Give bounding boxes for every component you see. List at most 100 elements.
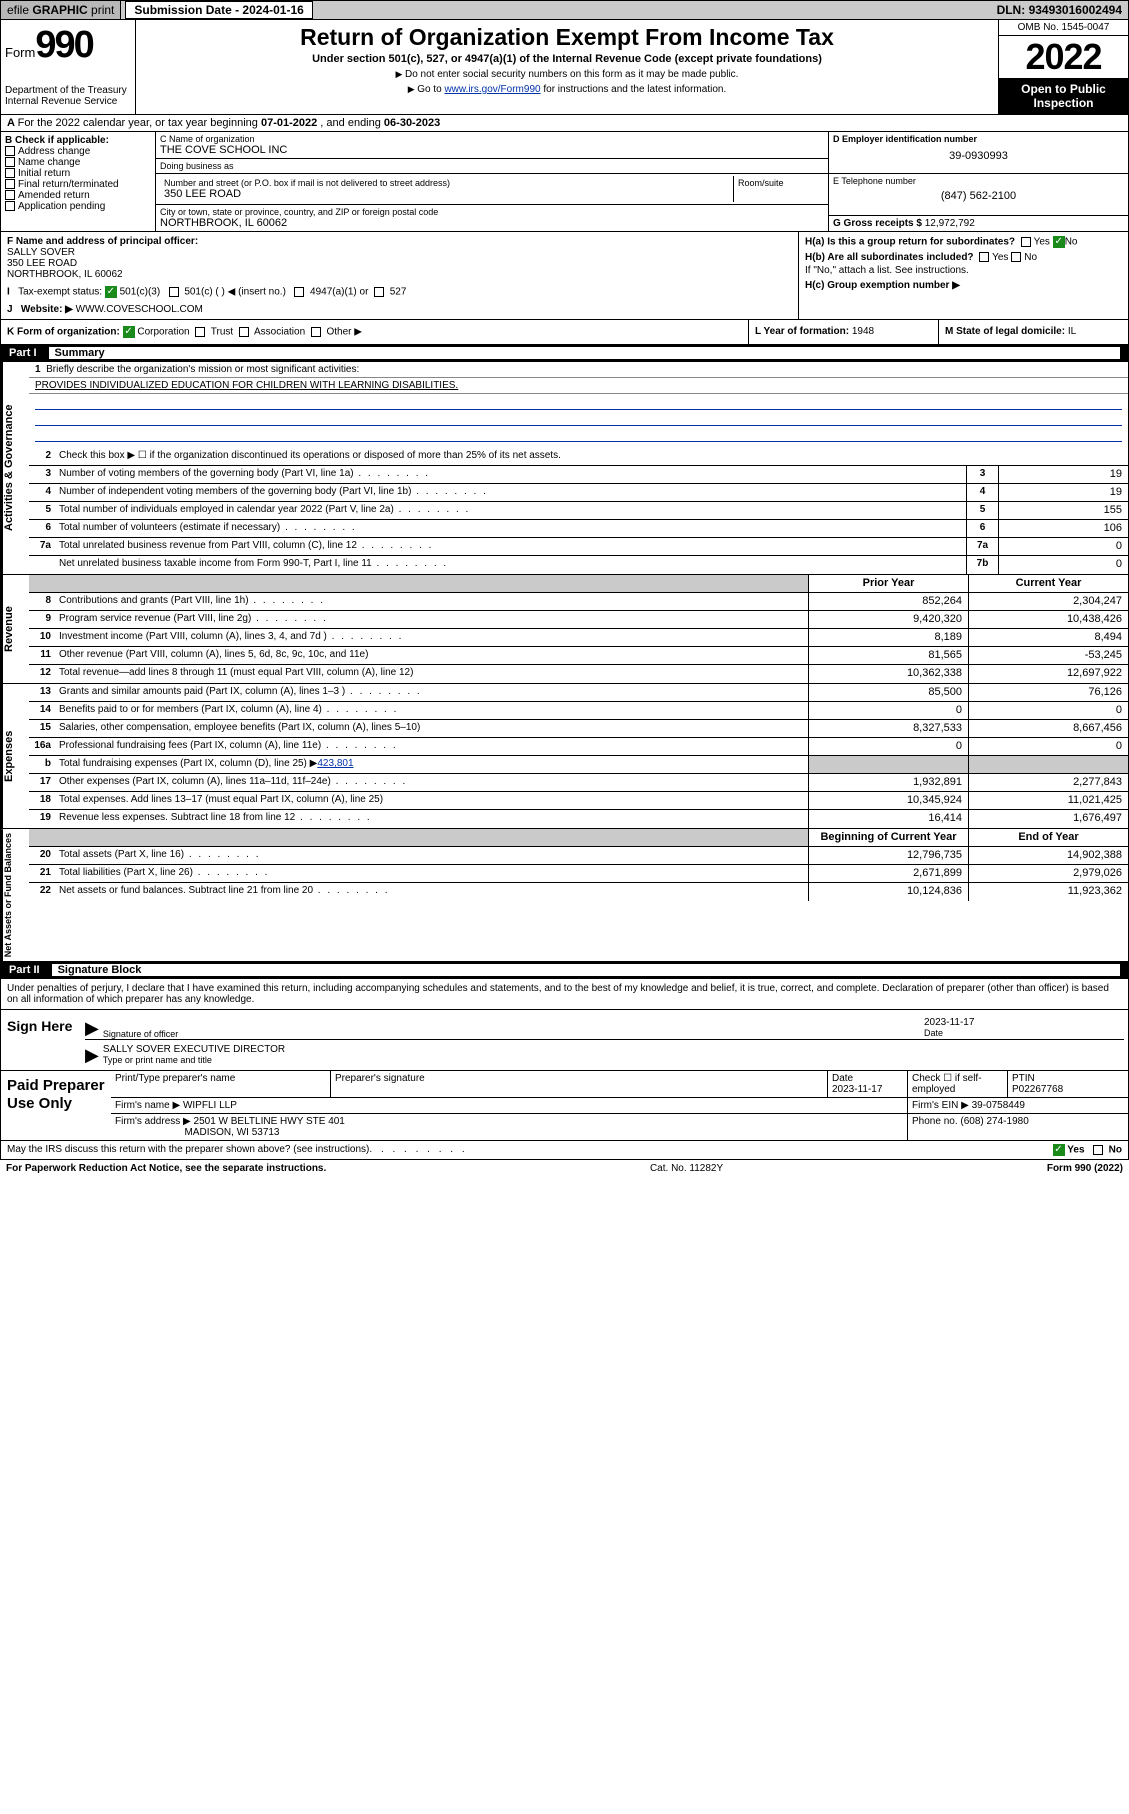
- phone: (847) 562-2100: [833, 190, 1124, 202]
- c16a: 0: [968, 738, 1128, 755]
- mission-text: PROVIDES INDIVIDUALIZED EDUCATION FOR CH…: [29, 378, 1128, 394]
- dln: DLN: 93493016002494: [997, 3, 1128, 17]
- p12: 10,362,338: [808, 665, 968, 683]
- c21: 2,979,026: [968, 865, 1128, 882]
- firm-phone: (608) 274-1980: [960, 1116, 1028, 1127]
- irs-link[interactable]: www.irs.gov/Form990: [444, 84, 540, 95]
- chk-final[interactable]: [5, 179, 15, 189]
- chk-trust[interactable]: [195, 327, 205, 337]
- form-header: Form990 Department of the Treasury Inter…: [0, 20, 1129, 115]
- chk-hb-yes[interactable]: [979, 252, 989, 262]
- part2-header: Part II Signature Block: [0, 962, 1129, 979]
- ptin: P02267768: [1012, 1084, 1063, 1095]
- officer-name: SALLY SOVER EXECUTIVE DIRECTOR: [103, 1044, 285, 1055]
- form-subtitle: Under section 501(c), 527, or 4947(a)(1)…: [142, 53, 992, 65]
- v6: 106: [998, 520, 1128, 537]
- sig-date: 2023-11-17: [924, 1017, 974, 1028]
- form-ref: Form 990 (2022): [1047, 1163, 1123, 1174]
- efile-label: efile GRAPHIC print: [1, 1, 121, 19]
- box-c: C Name of organization THE COVE SCHOOL I…: [156, 132, 828, 231]
- chk-501c[interactable]: [169, 287, 179, 297]
- bottom-row: For Paperwork Reduction Act Notice, see …: [0, 1160, 1129, 1177]
- chk-discuss-no[interactable]: [1093, 1145, 1103, 1155]
- c12: 12,697,922: [968, 665, 1128, 683]
- c11: -53,245: [968, 647, 1128, 664]
- row-klm: K Form of organization: Corporation Trus…: [0, 320, 1129, 345]
- fundraising-total: 423,801: [317, 758, 353, 769]
- chk-initial[interactable]: [5, 168, 15, 178]
- section-netassets: Net Assets or Fund Balances Beginning of…: [0, 829, 1129, 962]
- firm-addr2: MADISON, WI 53713: [184, 1127, 279, 1138]
- box-m: M State of legal domicile: IL: [938, 320, 1128, 344]
- street: 350 LEE ROAD: [164, 188, 729, 200]
- section-expenses: Expenses 13Grants and similar amounts pa…: [0, 684, 1129, 829]
- vtab-revenue: Revenue: [1, 575, 29, 683]
- c9: 10,438,426: [968, 611, 1128, 628]
- chk-discuss-yes: [1053, 1144, 1065, 1156]
- chk-name[interactable]: [5, 157, 15, 167]
- omb-number: OMB No. 1545-0047: [999, 20, 1128, 36]
- department: Department of the Treasury Internal Reve…: [5, 85, 131, 107]
- chk-501c3: [105, 286, 117, 298]
- p15: 8,327,533: [808, 720, 968, 737]
- sign-here-block: Sign Here ▶ Signature of officer 2023-11…: [0, 1010, 1129, 1071]
- v7a: 0: [998, 538, 1128, 555]
- v4: 19: [998, 484, 1128, 501]
- c14: 0: [968, 702, 1128, 719]
- chk-4947[interactable]: [294, 287, 304, 297]
- block-bcdeg: B Check if applicable: Address change Na…: [0, 132, 1129, 232]
- chk-pending[interactable]: [5, 201, 15, 211]
- p9: 9,420,320: [808, 611, 968, 628]
- vtab-governance: Activities & Governance: [1, 362, 29, 574]
- p22: 10,124,836: [808, 883, 968, 901]
- c20: 14,902,388: [968, 847, 1128, 864]
- sig-arrow-icon: ▶: [85, 1018, 99, 1039]
- box-h: H(a) Is this a group return for subordin…: [798, 232, 1128, 319]
- box-i: I Tax-exempt status: 501(c)(3) 501(c) ( …: [7, 286, 792, 298]
- gross-receipts: 12,972,792: [925, 218, 975, 229]
- chk-ha-no: [1053, 236, 1065, 248]
- p17: 1,932,891: [808, 774, 968, 791]
- chk-527[interactable]: [374, 287, 384, 297]
- chk-amended[interactable]: [5, 190, 15, 200]
- sig-perjury: Under penalties of perjury, I declare th…: [0, 979, 1129, 1010]
- c19: 1,676,497: [968, 810, 1128, 828]
- p18: 10,345,924: [808, 792, 968, 809]
- p16a: 0: [808, 738, 968, 755]
- p10: 8,189: [808, 629, 968, 646]
- p20: 12,796,735: [808, 847, 968, 864]
- chk-corp: [123, 326, 135, 338]
- org-name: THE COVE SCHOOL INC: [160, 144, 824, 156]
- p11: 81,565: [808, 647, 968, 664]
- c8: 2,304,247: [968, 593, 1128, 610]
- chk-ha-yes[interactable]: [1021, 237, 1031, 247]
- tax-year: 2022: [999, 36, 1128, 78]
- chk-other[interactable]: [311, 327, 321, 337]
- open-public: Open to Public Inspection: [999, 78, 1128, 114]
- note-ssn: Do not enter social security numbers on …: [142, 69, 992, 80]
- row-a-period: A For the 2022 calendar year, or tax yea…: [0, 115, 1129, 132]
- firm-addr1: 2501 W BELTLINE HWY STE 401: [194, 1116, 345, 1127]
- firm-ein: 39-0758449: [972, 1100, 1025, 1111]
- section-revenue: Revenue Prior YearCurrent Year 8Contribu…: [0, 575, 1129, 684]
- chk-address[interactable]: [5, 146, 15, 156]
- submission-date: Submission Date - 2024-01-16: [125, 1, 312, 19]
- paid-preparer-block: Paid Preparer Use Only Print/Type prepar…: [0, 1071, 1129, 1141]
- box-b: B Check if applicable: Address change Na…: [1, 132, 156, 231]
- box-k: K Form of organization: Corporation Trus…: [1, 320, 748, 344]
- chk-assoc[interactable]: [239, 327, 249, 337]
- section-governance: Activities & Governance 1 Briefly descri…: [0, 362, 1129, 575]
- topbar: efile GRAPHIC print Submission Date - 20…: [0, 0, 1129, 20]
- p8: 852,264: [808, 593, 968, 610]
- v3: 19: [998, 466, 1128, 483]
- p21: 2,671,899: [808, 865, 968, 882]
- c18: 11,021,425: [968, 792, 1128, 809]
- form-number: Form990: [5, 24, 131, 67]
- discuss-row: May the IRS discuss this return with the…: [0, 1141, 1129, 1160]
- note-link: Go to www.irs.gov/Form990 for instructio…: [142, 84, 992, 95]
- c13: 76,126: [968, 684, 1128, 701]
- box-f: F Name and address of principal officer:…: [7, 236, 792, 280]
- box-j: J Website: ▶ WWW.COVESCHOOL.COM: [7, 304, 792, 315]
- chk-hb-no[interactable]: [1011, 252, 1021, 262]
- p13: 85,500: [808, 684, 968, 701]
